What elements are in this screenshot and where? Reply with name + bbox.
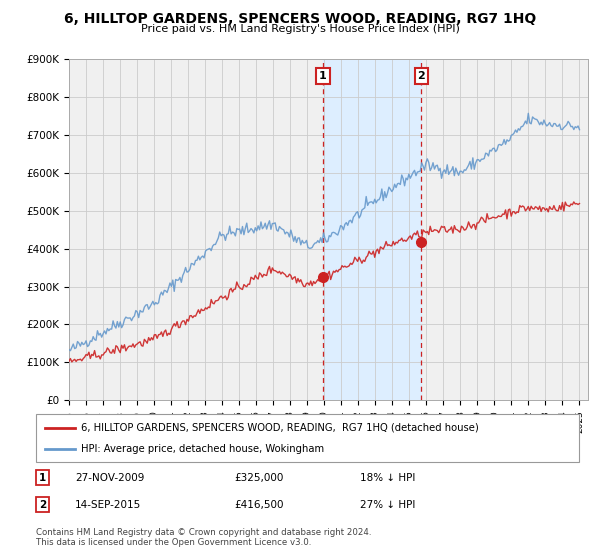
- Text: 6, HILLTOP GARDENS, SPENCERS WOOD, READING,  RG7 1HQ (detached house): 6, HILLTOP GARDENS, SPENCERS WOOD, READI…: [81, 423, 479, 433]
- Text: 6, HILLTOP GARDENS, SPENCERS WOOD, READING, RG7 1HQ: 6, HILLTOP GARDENS, SPENCERS WOOD, READI…: [64, 12, 536, 26]
- Text: Price paid vs. HM Land Registry's House Price Index (HPI): Price paid vs. HM Land Registry's House …: [140, 24, 460, 34]
- Text: £325,000: £325,000: [234, 473, 283, 483]
- Text: 2: 2: [418, 71, 425, 81]
- Bar: [323, 59, 421, 400]
- Text: 1: 1: [39, 473, 46, 483]
- Text: 27% ↓ HPI: 27% ↓ HPI: [360, 500, 415, 510]
- Text: Contains HM Land Registry data © Crown copyright and database right 2024.
This d: Contains HM Land Registry data © Crown c…: [36, 528, 371, 547]
- Text: 1: 1: [319, 71, 327, 81]
- Text: 27-NOV-2009: 27-NOV-2009: [75, 473, 145, 483]
- Text: 2: 2: [39, 500, 46, 510]
- Text: 18% ↓ HPI: 18% ↓ HPI: [360, 473, 415, 483]
- Text: 14-SEP-2015: 14-SEP-2015: [75, 500, 141, 510]
- Text: HPI: Average price, detached house, Wokingham: HPI: Average price, detached house, Woki…: [81, 444, 324, 454]
- Text: £416,500: £416,500: [234, 500, 284, 510]
